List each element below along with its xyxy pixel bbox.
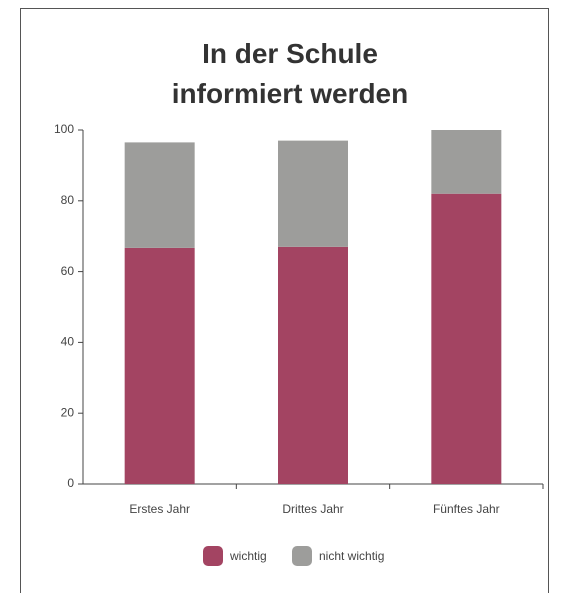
bar-segment (124, 247, 195, 484)
y-tick-label: 80 (61, 193, 75, 207)
legend-swatch (203, 546, 223, 566)
legend-label: nicht wichtig (319, 549, 384, 563)
y-tick-label: 40 (61, 335, 75, 349)
bar-segment (278, 140, 348, 247)
x-tick-label: Erstes Jahr (129, 502, 190, 516)
y-tick-label: 100 (54, 122, 74, 136)
y-tick-label: 0 (67, 476, 74, 490)
legend-label: wichtig (229, 549, 267, 563)
bar-segment (431, 193, 502, 484)
x-tick-label: Drittes Jahr (282, 502, 343, 516)
frame (20, 8, 549, 593)
bar-segment (124, 142, 195, 248)
bar-segment (278, 246, 348, 484)
y-tick-label: 20 (61, 405, 75, 419)
chart-title: In der Schule informiert werden (171, 38, 409, 109)
y-tick-label: 60 (61, 264, 75, 278)
x-tick-label: Fünftes Jahr (433, 502, 500, 516)
bar-segment (431, 130, 502, 194)
legend-swatch (292, 546, 312, 566)
